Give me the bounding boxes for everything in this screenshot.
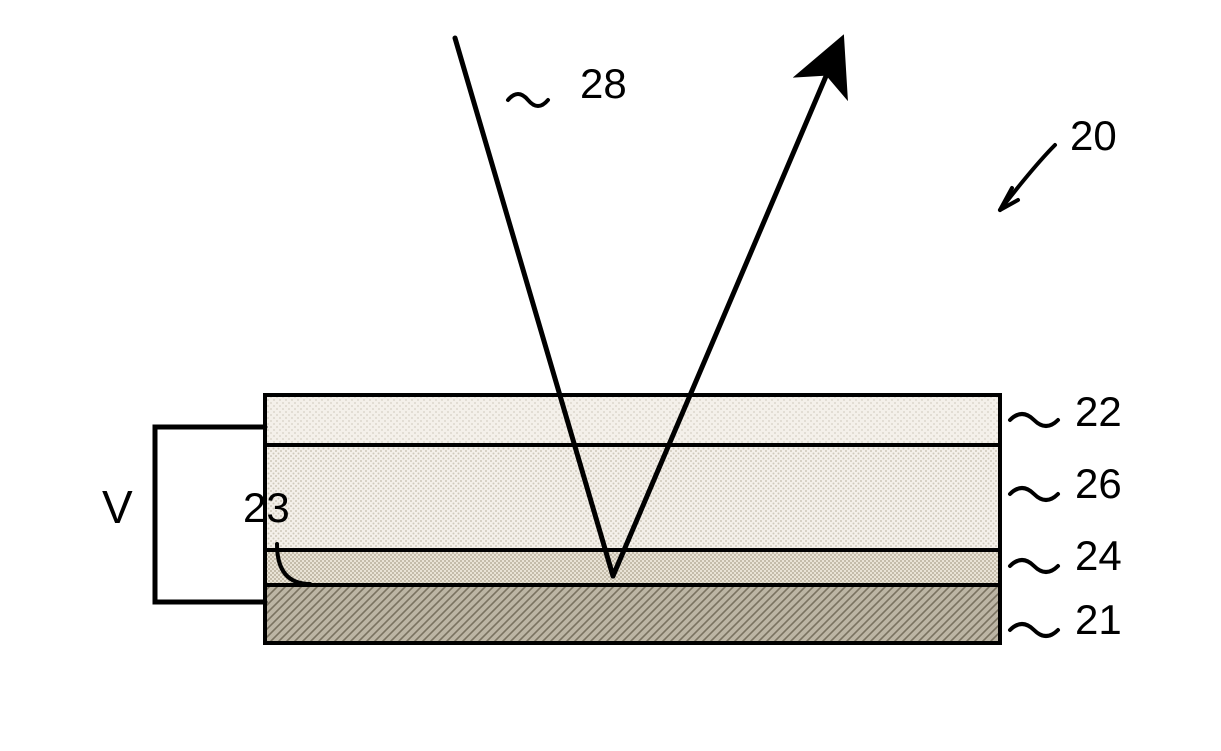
label-28: 28: [580, 60, 627, 108]
label-26: 26: [1075, 460, 1122, 508]
layer-21: [265, 585, 1000, 643]
label-22: 22: [1075, 388, 1122, 436]
layer-24: [265, 550, 1000, 585]
leader-20: [1000, 145, 1055, 210]
tilde-26: [1010, 488, 1058, 500]
tilde-21: [1010, 624, 1058, 636]
tilde-28: [508, 94, 548, 106]
layer-22: [265, 395, 1000, 445]
tilde-22: [1010, 414, 1058, 426]
layer-stack: [265, 395, 1000, 643]
label-23: 23: [243, 484, 290, 532]
tilde-24: [1010, 560, 1058, 572]
label-20: 20: [1070, 112, 1117, 160]
label-21: 21: [1075, 596, 1122, 644]
diagram-canvas: [0, 0, 1221, 751]
label-24: 24: [1075, 532, 1122, 580]
voltage-label: V: [102, 480, 133, 534]
